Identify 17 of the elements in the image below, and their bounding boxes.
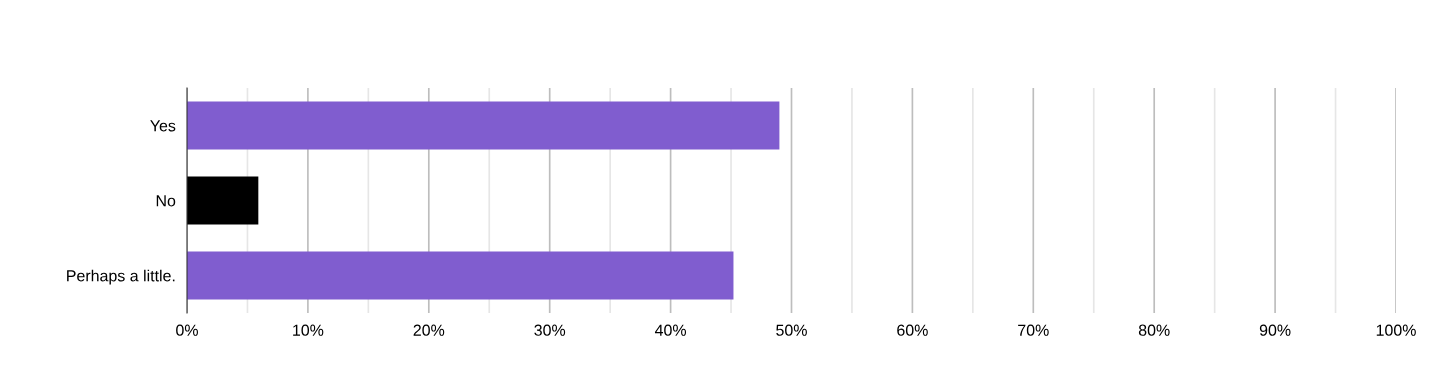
x-tick-label: 60% <box>897 324 928 336</box>
x-tick-label: 80% <box>1138 324 1170 336</box>
x-tick-label: 90% <box>1259 324 1291 336</box>
x-tick-label: 30% <box>534 324 566 336</box>
x-tick-label: 10% <box>293 324 324 336</box>
x-tick-label: 0% <box>176 324 198 336</box>
y-tick-label: No <box>156 195 176 207</box>
x-tick-label: 100% <box>1376 324 1416 336</box>
x-tick-label: 70% <box>1018 324 1049 336</box>
y-tick-label: Yes <box>150 120 176 132</box>
x-tick-label: 50% <box>776 324 807 336</box>
x-tick-label: 20% <box>413 324 445 336</box>
x-tick-label: 40% <box>654 324 687 336</box>
bar <box>187 101 780 150</box>
bar <box>187 251 734 300</box>
bar <box>187 176 259 225</box>
y-tick-label: Perhaps a little. <box>67 269 175 285</box>
